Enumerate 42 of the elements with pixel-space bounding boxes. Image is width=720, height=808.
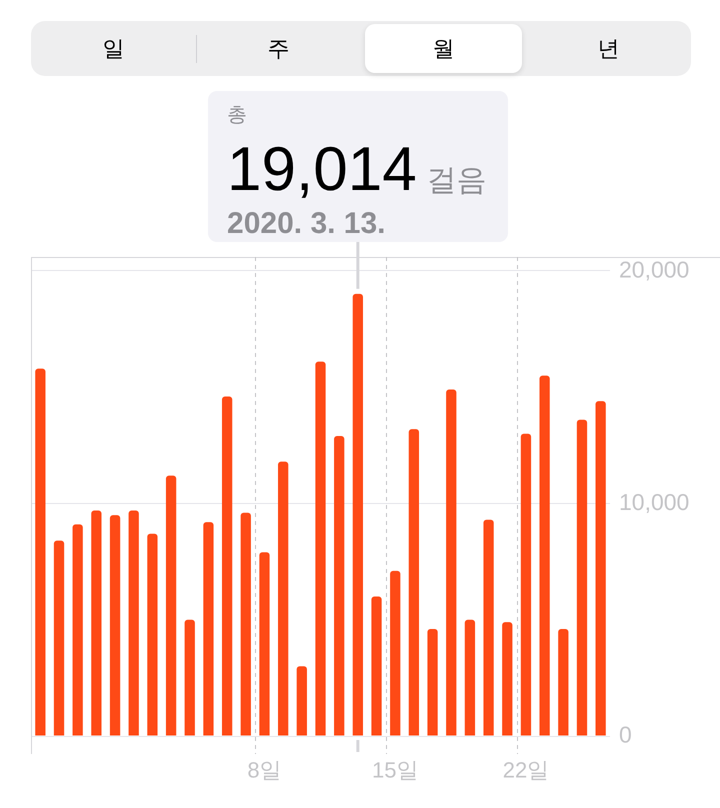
bar	[408, 429, 420, 736]
bar	[334, 436, 344, 736]
bar	[35, 368, 46, 736]
bar	[203, 522, 214, 736]
bar	[352, 294, 363, 736]
text: 2020. 3. 13.	[227, 207, 386, 240]
bar	[278, 462, 288, 736]
bar	[464, 620, 476, 736]
bar	[222, 396, 232, 736]
y-tick-label: 20,000	[619, 256, 690, 282]
text: 걸음	[426, 164, 487, 197]
y-tick-label: 10,000	[619, 488, 690, 515]
bar	[427, 629, 438, 736]
bar	[558, 629, 568, 736]
bar	[240, 512, 251, 736]
bar	[54, 540, 64, 736]
bar	[296, 666, 307, 736]
bar	[502, 622, 512, 736]
bar	[184, 620, 195, 736]
bar	[596, 401, 606, 736]
bar	[72, 524, 83, 736]
x-tick-label: 8일	[247, 757, 282, 782]
bar	[259, 552, 270, 736]
y-tick-label: 0	[619, 721, 632, 748]
bar	[483, 520, 494, 736]
bar	[91, 510, 102, 736]
bar	[128, 510, 139, 736]
data-label: 19,014	[227, 135, 417, 204]
bar	[166, 476, 176, 736]
bar	[110, 515, 120, 736]
x-tick-label: 22일	[502, 757, 550, 782]
text: 총	[227, 104, 248, 126]
bar	[371, 596, 382, 736]
segmented-control: 일 주 월 년	[31, 21, 691, 76]
bar	[576, 420, 588, 736]
bar	[390, 570, 400, 736]
bar	[147, 534, 158, 736]
bar	[520, 434, 532, 736]
bar	[446, 390, 456, 736]
x-tick-label: 15일	[372, 757, 418, 782]
bar	[539, 376, 550, 736]
bar	[315, 362, 326, 736]
